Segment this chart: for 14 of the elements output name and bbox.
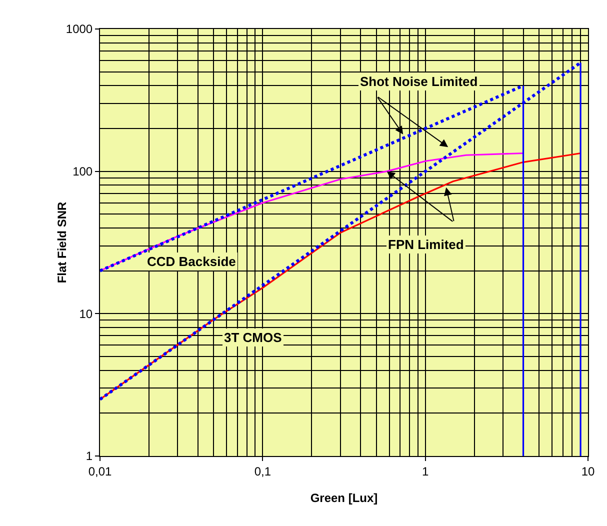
y-tick-label: 1 — [86, 449, 93, 464]
x-tick-label: 10 — [581, 464, 595, 478]
x-tick-label: 0,01 — [88, 464, 112, 478]
x-tick-label: 0,1 — [254, 464, 272, 478]
x-axis-title: Green [Lux] — [310, 491, 378, 505]
y-tick-label: 1000 — [66, 22, 93, 36]
y-axis-title: Flat Field SNR — [55, 202, 69, 284]
y-tick-label: 100 — [72, 164, 93, 179]
annotation: FPN Limited — [388, 237, 464, 252]
annotation: CCD Backside — [147, 254, 236, 269]
annotation: 3T CMOS — [224, 330, 282, 345]
x-tick-label: 1 — [422, 464, 429, 478]
annotation: Shot Noise Limited — [360, 74, 478, 89]
y-tick-label: 10 — [79, 306, 93, 321]
